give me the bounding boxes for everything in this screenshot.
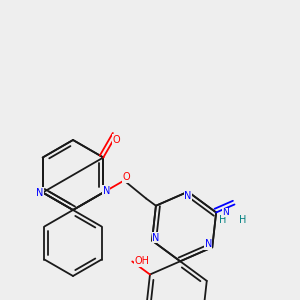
Text: N: N xyxy=(152,232,160,242)
Text: OH: OH xyxy=(135,256,150,266)
Text: N: N xyxy=(205,239,212,249)
Text: O: O xyxy=(112,135,120,145)
Text: O: O xyxy=(122,172,130,182)
Text: H: H xyxy=(219,215,226,226)
Text: N: N xyxy=(222,208,229,217)
Text: N: N xyxy=(103,185,110,196)
Text: N: N xyxy=(36,188,44,197)
Text: N: N xyxy=(184,191,192,201)
Text: H: H xyxy=(239,215,246,226)
